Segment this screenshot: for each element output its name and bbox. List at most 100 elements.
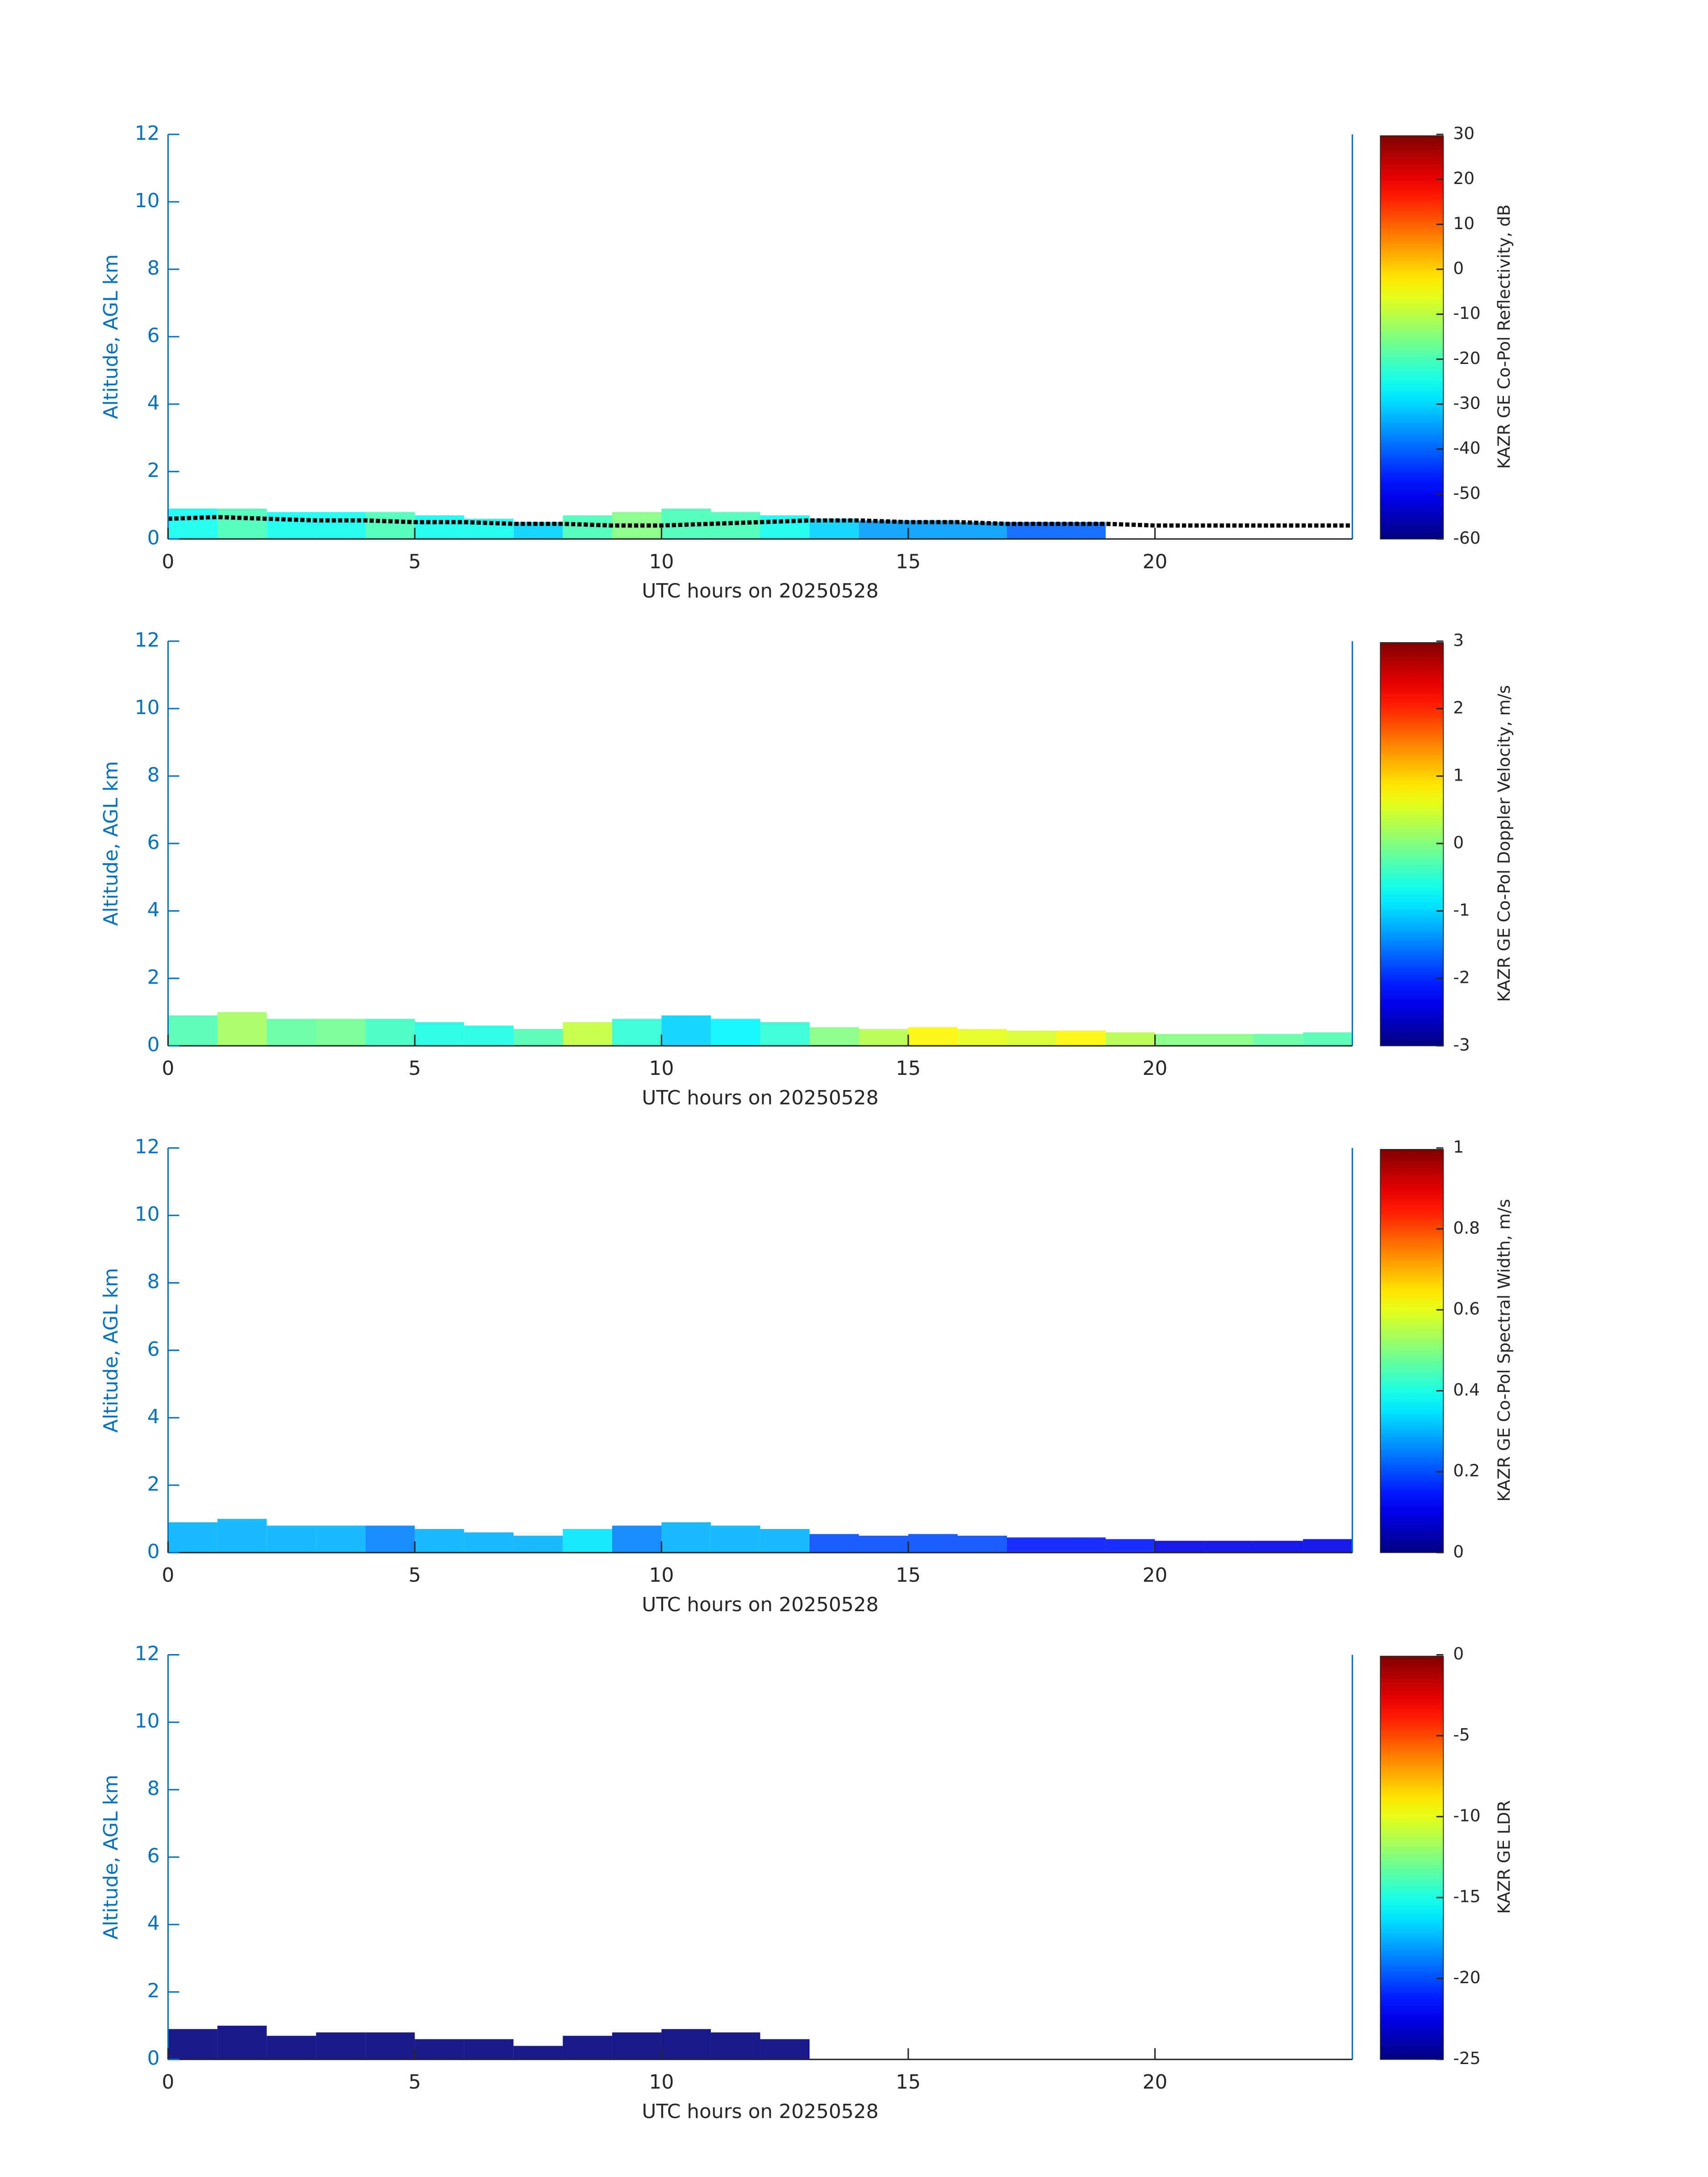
echo-cell	[957, 1536, 1007, 1553]
x-tick-label: 10	[649, 1564, 674, 1587]
colorbar-tick-label: 1	[1453, 765, 1464, 785]
x-tick-label: 0	[162, 1564, 174, 1587]
echo-cell	[612, 1019, 662, 1046]
echo-cell	[217, 1519, 267, 1553]
colorbar-tick-label: 30	[1453, 123, 1474, 143]
y-tick-label: 2	[147, 1980, 160, 2002]
y-tick-label: 10	[135, 696, 160, 719]
colorbar	[1380, 135, 1444, 539]
x-axis-label: UTC hours on 20250528	[642, 1086, 878, 1109]
echo-cell	[365, 1019, 415, 1046]
colorbar-tick-label: 0.8	[1453, 1218, 1480, 1237]
echo-cell	[563, 2035, 612, 2060]
echo-cell	[563, 1529, 612, 1553]
colorbar-tick-label: -25	[1453, 2048, 1480, 2068]
echo-cell	[1303, 1539, 1353, 1553]
echo-cell	[1204, 1034, 1254, 1046]
y-tick-label: 0	[147, 2047, 160, 2070]
x-tick-label: 5	[409, 550, 421, 573]
y-tick-label: 12	[135, 629, 160, 652]
x-tick-label: 20	[1143, 550, 1168, 573]
echo-cell	[661, 1015, 711, 1046]
colorbar-label: KAZR GE LDR	[1494, 1800, 1514, 1914]
echo-cell	[1253, 1034, 1303, 1046]
colorbar-label: KAZR GE Co-Pol Spectral Width, m/s	[1494, 1199, 1514, 1502]
y-tick-label: 8	[147, 764, 160, 786]
echo-cell	[661, 2029, 711, 2060]
x-axis-label: UTC hours on 20250528	[642, 2100, 878, 2123]
x-tick-label: 0	[162, 550, 174, 573]
y-tick-label: 8	[147, 1270, 160, 1293]
colorbar-tick-label: 20	[1453, 168, 1474, 188]
echo-cell	[168, 1522, 217, 1553]
echo-cell	[1007, 1537, 1057, 1553]
echo-cell	[513, 1536, 563, 1553]
colorbar-tick-label: 1	[1453, 1137, 1464, 1157]
echo-cell	[1056, 1030, 1106, 1046]
y-tick-label: 10	[135, 189, 160, 212]
echo-cell	[760, 2039, 810, 2060]
colorbar-tick-label: -40	[1453, 438, 1480, 458]
y-tick-label: 8	[147, 1777, 160, 1800]
colorbar-tick-label: 0	[1453, 258, 1464, 278]
echo-cell	[168, 509, 217, 539]
x-tick-label: 15	[896, 1564, 921, 1587]
x-tick-label: 5	[409, 1057, 421, 1080]
echo-cell	[1007, 1030, 1057, 1046]
y-tick-label: 0	[147, 1540, 160, 1563]
y-axis-label: Altitude, AGL km	[100, 254, 122, 419]
echo-cell	[710, 1525, 760, 1553]
echo-cell	[710, 2032, 760, 2060]
echo-cell	[908, 1027, 958, 1046]
echo-cell	[957, 1029, 1007, 1046]
colorbar-tick-label: -60	[1453, 528, 1480, 547]
colorbar-label: KAZR GE Co-Pol Doppler Velocity, m/s	[1494, 685, 1514, 1002]
echo-cell	[710, 1019, 760, 1046]
colorbar-tick-label: 3	[1453, 630, 1464, 650]
x-tick-label: 15	[896, 1057, 921, 1080]
echo-cell	[168, 1015, 217, 1046]
echo-cell	[1155, 1541, 1205, 1553]
echo-cell	[217, 509, 267, 539]
colorbar-tick-label: 0	[1453, 832, 1464, 852]
echo-cell	[513, 1029, 563, 1046]
echo-cell	[414, 1022, 464, 1046]
echo-cell	[809, 1027, 859, 1046]
y-tick-label: 2	[147, 966, 160, 989]
colorbar-tick-label: 2	[1453, 698, 1464, 717]
echo-cell	[1303, 1032, 1353, 1046]
echo-cell	[760, 1529, 810, 1553]
x-tick-label: 10	[649, 1057, 674, 1080]
colorbar-tick-label: -10	[1453, 303, 1480, 323]
colorbar-tick-label: -15	[1453, 1887, 1480, 1906]
x-tick-label: 5	[409, 2071, 421, 2093]
y-tick-label: 0	[147, 526, 160, 549]
echo-cell	[267, 1019, 316, 1046]
echo-cell	[267, 512, 316, 539]
x-tick-label: 15	[896, 2071, 921, 2093]
x-tick-label: 10	[649, 2071, 674, 2093]
colorbar-tick-label: -20	[1453, 348, 1480, 368]
echo-cell	[1253, 1541, 1303, 1553]
echo-cell	[1155, 1034, 1205, 1046]
echo-cell	[612, 1525, 662, 1553]
x-tick-label: 20	[1143, 1057, 1168, 1080]
echo-cell	[661, 1522, 711, 1553]
colorbar-tick-label: -30	[1453, 393, 1480, 413]
x-axis-label: UTC hours on 20250528	[642, 580, 878, 602]
y-tick-label: 2	[147, 1473, 160, 1496]
colorbar-tick-label: 0.6	[1453, 1299, 1480, 1319]
x-tick-label: 10	[649, 550, 674, 573]
colorbar-tick-label: -1	[1453, 900, 1470, 919]
x-tick-label: 15	[896, 550, 921, 573]
y-tick-label: 4	[147, 392, 160, 414]
y-tick-label: 6	[147, 324, 160, 347]
colorbar-tick-label: -2	[1453, 967, 1470, 987]
x-tick-label: 0	[162, 2071, 174, 2093]
echo-cell	[859, 1029, 908, 1046]
y-tick-label: 10	[135, 1710, 160, 1733]
echo-cell	[414, 2039, 464, 2060]
x-tick-label: 20	[1143, 2071, 1168, 2093]
